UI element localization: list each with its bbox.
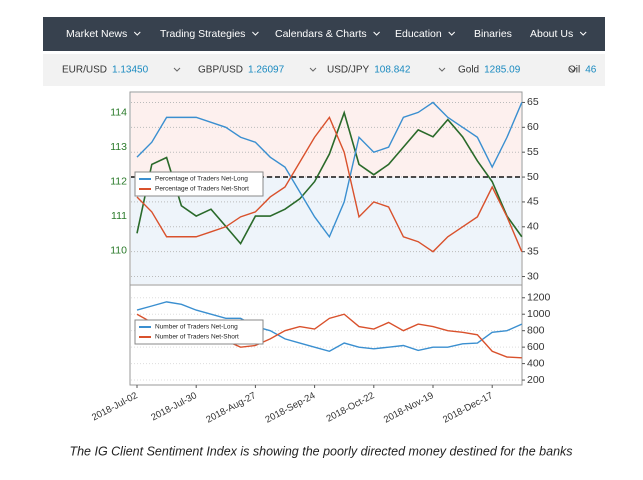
chevron <box>579 31 587 36</box>
chevron <box>133 31 141 36</box>
ticker-price: 108.842 <box>374 65 411 76</box>
y3-tick-label: 600 <box>527 341 545 353</box>
legend-label: Percentage of Traders Net-Short <box>155 186 249 193</box>
series-line <box>136 101 523 239</box>
ticker-price: 1.13450 <box>112 65 149 76</box>
y3-tick-label: 1200 <box>527 292 551 304</box>
series-line <box>136 301 523 353</box>
legend-box <box>134 319 264 345</box>
nav-item[interactable]: Market News <box>66 28 127 40</box>
chevron <box>438 67 446 72</box>
ticker-symbol: GBP/USD <box>198 65 243 76</box>
y-tick-label: 110 <box>110 244 127 256</box>
ticker-symbol: Gold <box>458 65 479 76</box>
x-tick-label: 2018-Dec-17 <box>441 390 495 425</box>
ticker-price: 46 <box>585 65 597 76</box>
nav-item[interactable]: Trading Strategies <box>160 28 245 40</box>
y2-tick-label: 65 <box>527 96 539 108</box>
y2-tick-label: 35 <box>527 245 539 257</box>
y3-tick-label: 400 <box>527 357 545 369</box>
ticker-symbol: USD/JPY <box>327 65 370 76</box>
y2-tick-label: 55 <box>527 146 539 158</box>
nav-item[interactable]: Binaries <box>474 28 512 40</box>
ticker-bar <box>43 54 605 86</box>
caption: The IG Client Sentiment Index is showing… <box>69 444 572 458</box>
legend-label: Number of Traders Net-Short <box>155 334 239 341</box>
chevron <box>309 67 317 72</box>
ticker-symbol: EUR/USD <box>62 65 107 76</box>
y2-tick-label: 40 <box>527 221 539 233</box>
x-tick-label: 2018-Aug-27 <box>204 390 258 426</box>
chevron <box>252 31 259 36</box>
series-line <box>136 110 523 246</box>
y-tick-label: 112 <box>110 175 127 187</box>
y-tick-label: 111 <box>111 210 127 222</box>
y3-tick-label: 1000 <box>527 308 551 320</box>
y2-tick-label: 30 <box>527 270 539 282</box>
nav-item[interactable]: About Us <box>530 28 573 40</box>
x-tick-label: 2018-Sep-24 <box>264 390 318 426</box>
nav-item[interactable]: Calendars & Charts <box>275 28 367 40</box>
ticker-price: 1.26097 <box>248 65 285 76</box>
y2-tick-label: 45 <box>527 196 539 208</box>
ticker-price: 1285.09 <box>484 65 521 76</box>
legend-box <box>134 171 264 197</box>
y3-tick-label: 800 <box>527 324 545 336</box>
x-tick-label: 2018-Nov-19 <box>382 390 436 425</box>
y-tick-label: 114 <box>110 106 127 118</box>
chevron <box>569 67 577 72</box>
x-tick-label: 2018-Jul-02 <box>90 390 139 423</box>
chevron <box>173 67 181 72</box>
legend-label: Percentage of Traders Net-Long <box>155 176 248 183</box>
series-line <box>136 115 523 253</box>
net-short-zone <box>131 93 521 178</box>
ticker-symbol: Oil <box>568 65 580 76</box>
y2-tick-label: 60 <box>527 121 539 133</box>
y2-tick-label: 50 <box>527 171 539 183</box>
x-tick-label: 2018-Oct-22 <box>325 390 377 425</box>
chevron <box>448 31 456 36</box>
x-tick-label: 2018-Jul-30 <box>149 390 198 423</box>
chevron <box>373 31 380 36</box>
y-tick-label: 113 <box>110 141 127 153</box>
legend-label: Number of Traders Net-Long <box>155 324 238 331</box>
nav-item[interactable]: Education <box>395 28 442 40</box>
y3-tick-label: 200 <box>527 374 545 386</box>
